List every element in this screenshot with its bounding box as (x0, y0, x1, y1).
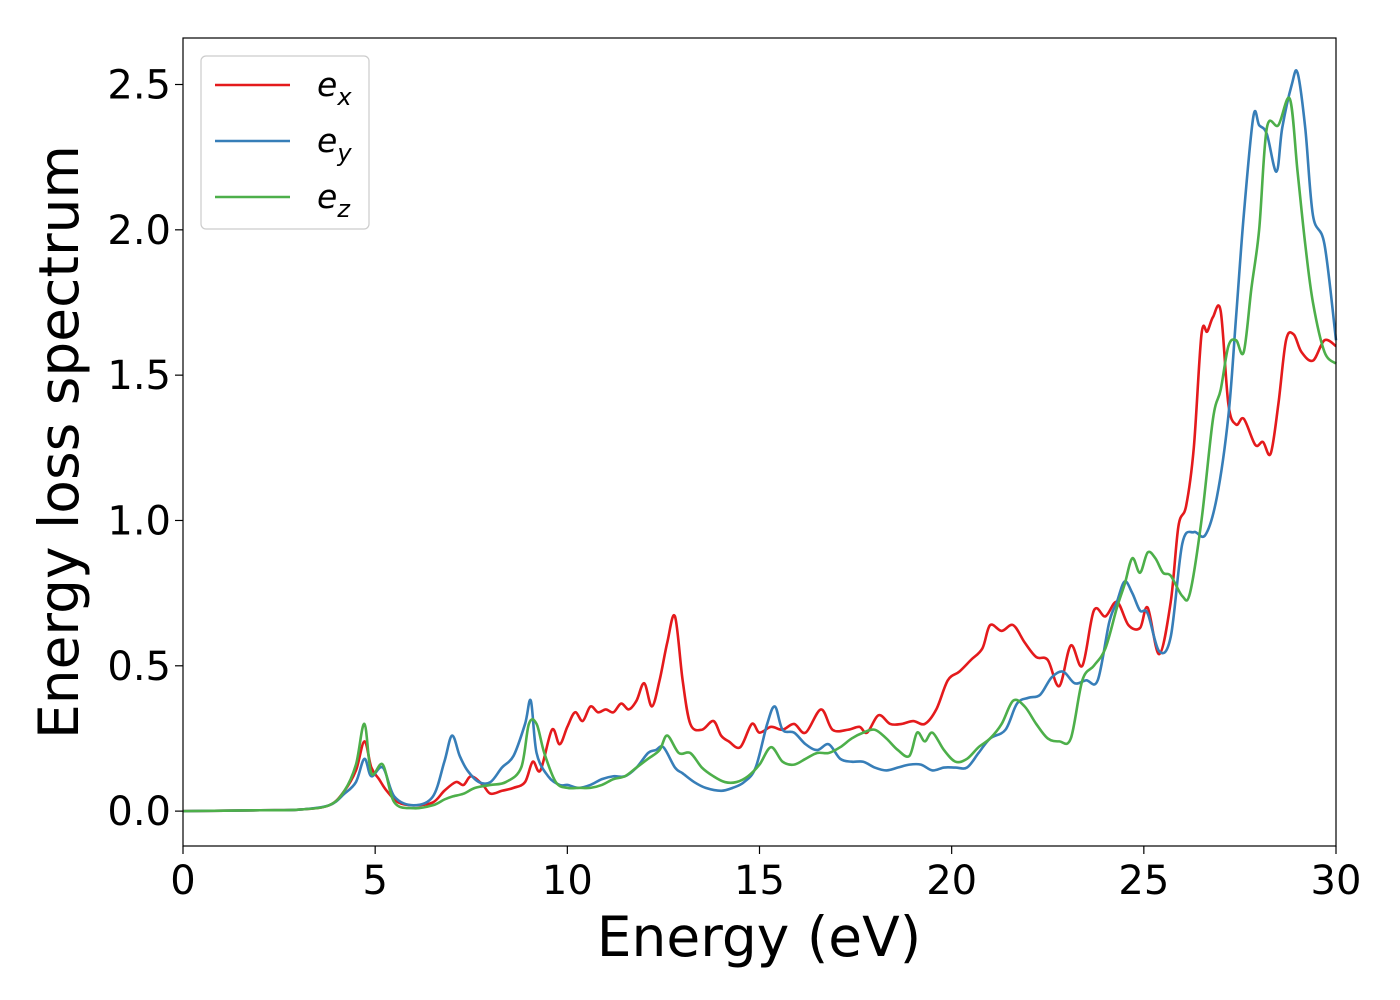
x-axis: 0 5 10 15 20 25 30 (170, 846, 1361, 904)
legend-label-e-y: ey (317, 121, 352, 167)
legend-label-e-z: ez (317, 177, 351, 223)
x-tick-label: 25 (1118, 858, 1169, 904)
x-tick-label: 0 (170, 858, 195, 904)
y-tick-label: 1.5 (107, 353, 171, 399)
x-axis-label: Energy (eV) (597, 905, 921, 969)
series-line-e-y (182, 69, 1338, 813)
legend-frame (200, 55, 370, 230)
x-tick-label: 15 (734, 858, 785, 904)
plot-background (183, 38, 1336, 846)
y-tick-label: 1.0 (107, 498, 171, 544)
x-tick-label: 20 (926, 858, 977, 904)
y-tick-label: 2.0 (107, 208, 171, 254)
x-tick-label: 30 (1311, 858, 1362, 904)
y-axis-label: Energy loss spectrum (27, 145, 91, 739)
series-line-e-x (182, 304, 1337, 813)
y-tick-label: 2.5 (107, 63, 171, 109)
y-tick-label: 0.0 (107, 789, 171, 835)
series-layer (182, 69, 1338, 813)
x-tick-label: 5 (362, 858, 387, 904)
y-axis: 0.0 0.5 1.0 1.5 2.0 2.5 (107, 63, 183, 835)
legend-label-e-x: ex (317, 65, 352, 111)
legend: ex ey ez (200, 55, 370, 230)
y-tick-label: 0.5 (107, 644, 171, 690)
series-line-e-z (182, 96, 1337, 813)
x-tick-label: 10 (542, 858, 593, 904)
